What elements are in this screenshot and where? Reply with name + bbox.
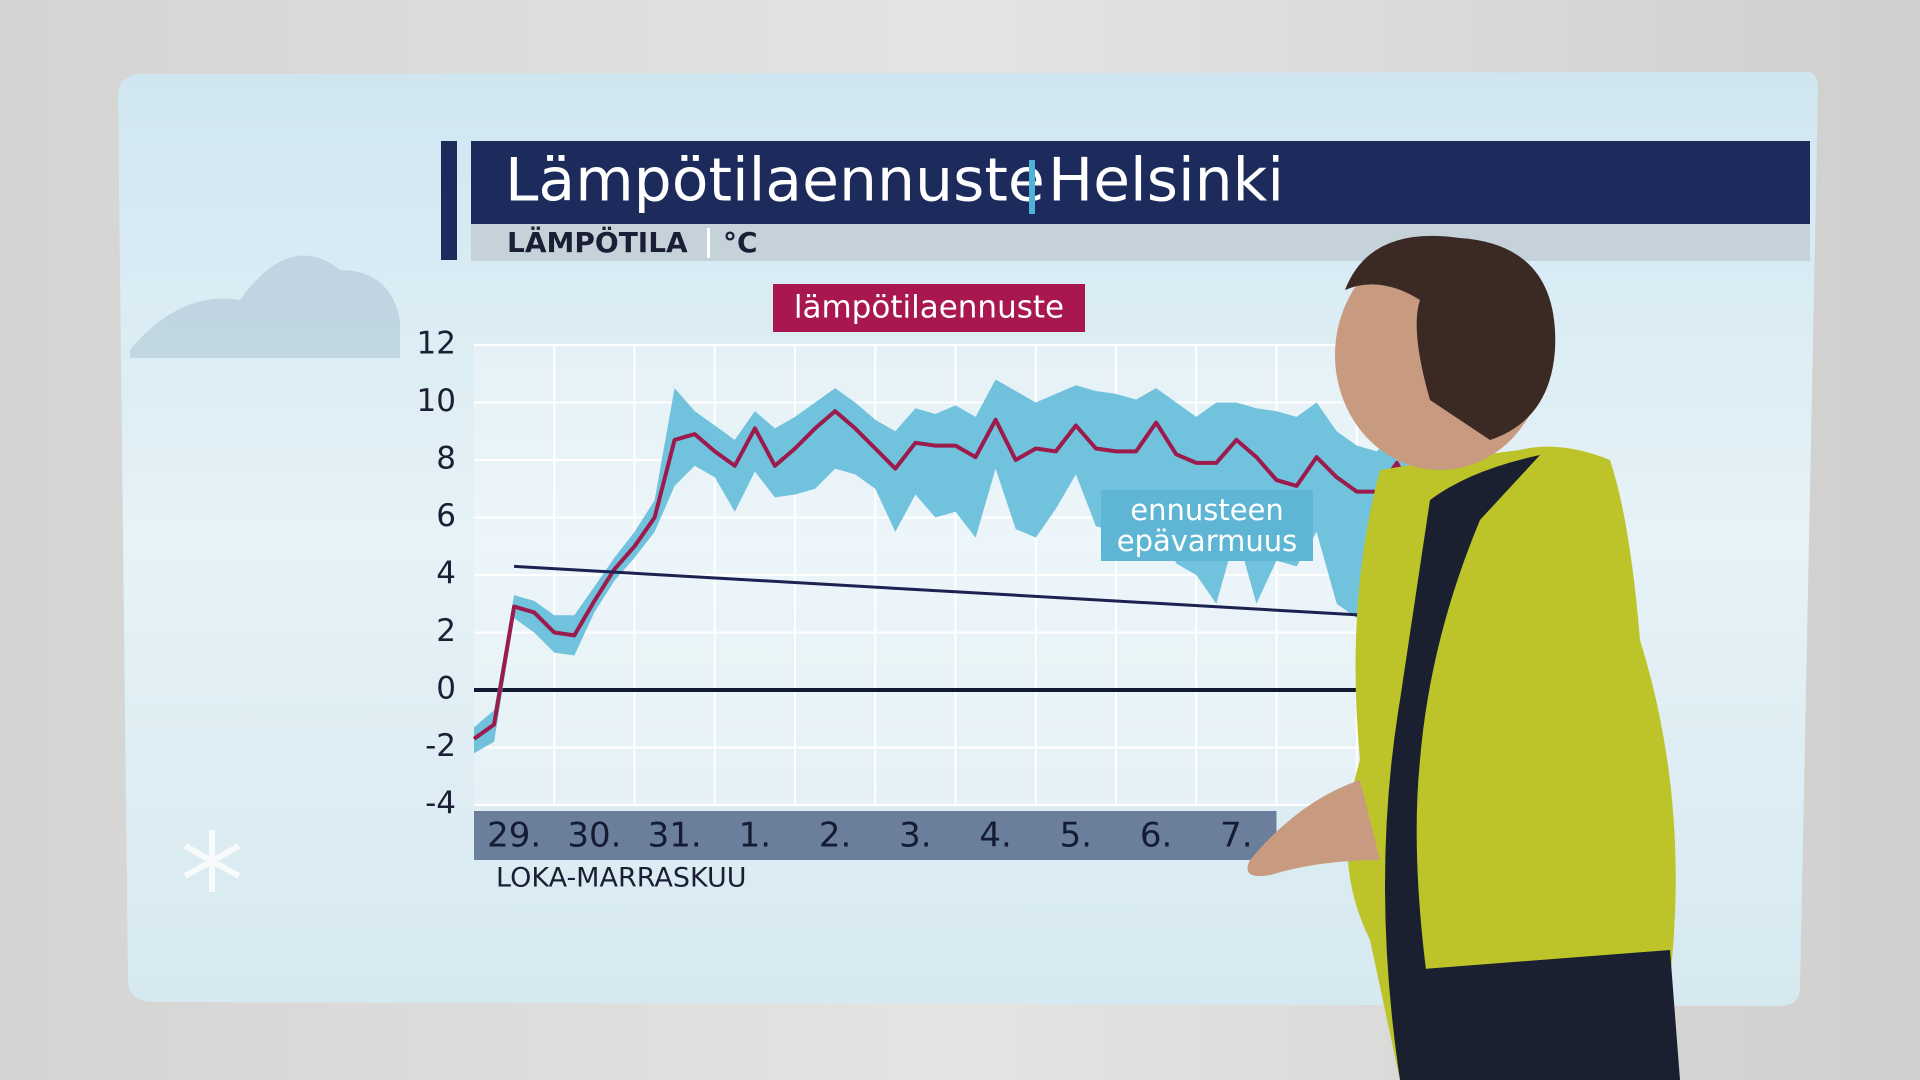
x-tick-label: 7. bbox=[1220, 816, 1252, 856]
skirt bbox=[1410, 950, 1680, 1080]
x-tick-label: 2. bbox=[819, 816, 851, 856]
y-tick-label: -4 bbox=[425, 786, 456, 822]
x-axis-label: LOKA-MARRASKUU bbox=[496, 863, 747, 894]
plot: -4 -2 0 2 4 6 8 10 12 29. 30. 31. 1. 2. 3. 4. 5. 6. 7. bbox=[417, 326, 1437, 860]
line bbox=[514, 564, 1365, 617]
legend-label: lämpötilaennuste bbox=[794, 290, 1064, 326]
unit: °C bbox=[723, 226, 758, 259]
title: Lämpötilaennuste bbox=[505, 146, 1045, 216]
line bbox=[472, 409, 1419, 741]
y-tick-label: -2 bbox=[425, 728, 456, 764]
x-tick-label: 31. bbox=[648, 816, 702, 856]
presenter bbox=[1247, 235, 1680, 1080]
x-tick-label: 1. bbox=[739, 816, 771, 856]
x-tick-label: 30. bbox=[567, 816, 621, 856]
x-tick-label: 6. bbox=[1140, 816, 1172, 856]
x-tick-label: 4. bbox=[979, 816, 1011, 856]
category-bar bbox=[474, 811, 1277, 860]
shirt bbox=[1385, 455, 1540, 1080]
hair bbox=[1345, 235, 1556, 440]
uncertainty-band bbox=[474, 379, 1417, 754]
y-tick-label: 8 bbox=[436, 441, 456, 477]
snowflake bbox=[183, 830, 241, 892]
band-label: ennusteen epävarmuus bbox=[1101, 490, 1313, 561]
x-tick-label: 5. bbox=[1060, 816, 1092, 856]
x-tick-label: 3. bbox=[899, 816, 931, 856]
subtitle-divider bbox=[707, 228, 710, 258]
title-bar bbox=[471, 141, 1810, 224]
y-tick-label: 6 bbox=[436, 498, 456, 534]
title-divider bbox=[1029, 160, 1035, 214]
y-tick-label: 0 bbox=[436, 671, 456, 707]
cloud bbox=[130, 255, 400, 358]
accent-bar bbox=[441, 141, 457, 260]
x-tick-label: 29. bbox=[487, 816, 541, 856]
location: Helsinki bbox=[1048, 146, 1284, 216]
y-tick-label: 10 bbox=[417, 383, 456, 419]
y-tick-label: 4 bbox=[436, 556, 456, 592]
subtitle: LÄMPÖTILA bbox=[507, 225, 688, 259]
y-tick-label: 2 bbox=[436, 613, 456, 649]
hand bbox=[1247, 780, 1380, 876]
subtitle-bar bbox=[471, 224, 1810, 261]
y-tick-label: 12 bbox=[417, 326, 456, 362]
legend-box bbox=[773, 284, 1085, 332]
